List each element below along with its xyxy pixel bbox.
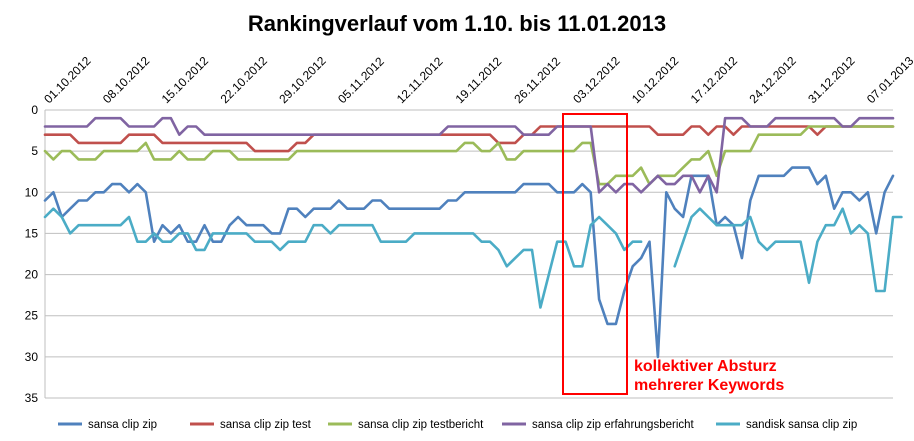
series-line [43, 125, 895, 153]
series-4 [43, 207, 903, 309]
series-lines [43, 116, 903, 359]
gridlines [45, 109, 893, 399]
y-axis: 0 5 10 15 20 25 30 35 [25, 103, 46, 405]
series-2 [43, 125, 895, 186]
legend: sansa clip zip sansa clip zip test sansa c… [58, 419, 857, 431]
series-line [43, 166, 895, 359]
y-tick-label: 5 [31, 144, 38, 158]
series-3 [43, 116, 895, 194]
legend-label: sandisk sansa clip zip [746, 419, 857, 431]
y-tick-label: 10 [25, 185, 39, 199]
x-tick-label: 29.10.2012 [276, 54, 329, 107]
x-tick-label: 05.11.2012 [335, 54, 387, 106]
legend-label: sansa clip zip test [220, 419, 312, 431]
legend-label: sansa clip zip [88, 419, 157, 431]
x-tick-label: 03.12.2012 [570, 54, 623, 107]
series-0 [43, 166, 895, 359]
x-tick-label: 22.10.2012 [218, 54, 271, 107]
x-tick-label: 26.11.2012 [511, 54, 563, 106]
x-tick-label: 08.10.2012 [100, 54, 153, 107]
chart-title: Rankingverlauf vom 1.10. bis 11.01.2013 [248, 11, 666, 36]
x-tick-label: 24.12.2012 [746, 54, 799, 107]
x-tick-label: 19.11.2012 [453, 54, 505, 106]
x-tick-label: 15.10.2012 [159, 54, 212, 107]
x-tick-label: 17.12.2012 [688, 54, 741, 107]
series-line [43, 207, 643, 309]
series-line [43, 116, 895, 194]
x-tick-label: 01.10.2012 [41, 54, 94, 107]
y-tick-label: 0 [31, 103, 38, 117]
series-1 [43, 125, 895, 153]
series-line [43, 125, 895, 186]
annotation-line-2: mehrerer Keywords [634, 377, 784, 394]
x-axis: 01.10.2012 08.10.2012 15.10.2012 22.10.2012… [41, 54, 914, 107]
y-tick-label: 20 [25, 268, 39, 282]
x-tick-label: 07.01.2013 [864, 54, 914, 107]
y-tick-label: 15 [25, 226, 39, 240]
legend-label: sansa clip zip testbericht [358, 419, 484, 431]
series-line [673, 207, 903, 293]
crash-highlight-box [562, 113, 628, 395]
x-tick-label: 12.11.2012 [394, 54, 446, 106]
x-tick-label: 31.12.2012 [805, 54, 858, 107]
x-tick-label: 10.12.2012 [629, 54, 682, 107]
annotation-line-1: kollektiver Absturz [634, 358, 777, 375]
legend-label: sansa clip zip erfahrungsbericht [532, 419, 695, 431]
y-tick-label: 30 [25, 350, 39, 364]
y-tick-label: 25 [25, 309, 39, 323]
y-tick-label: 35 [25, 391, 39, 405]
